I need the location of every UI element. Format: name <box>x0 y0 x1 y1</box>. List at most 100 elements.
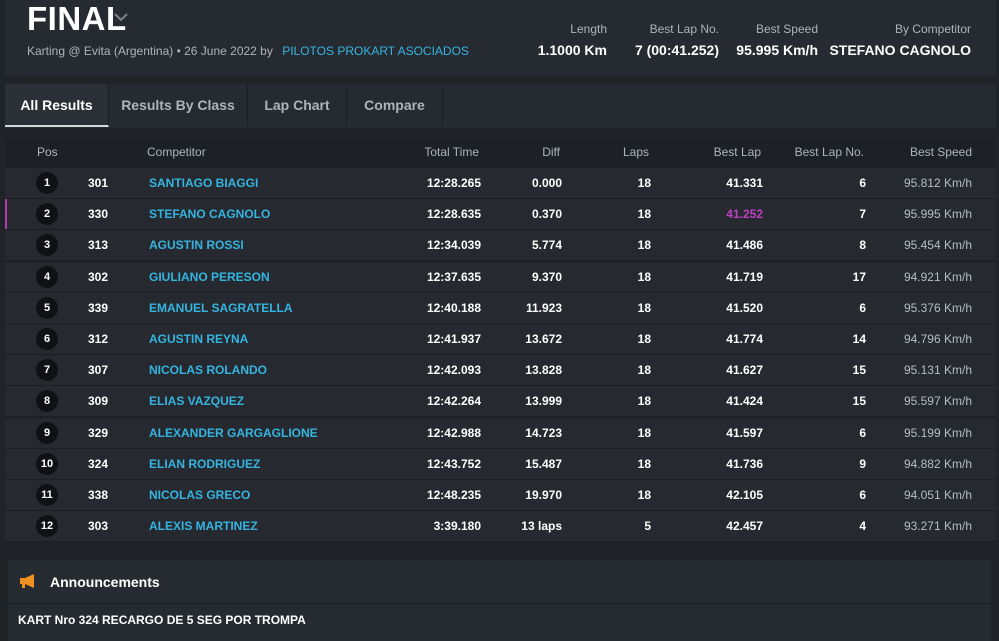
competitor-link[interactable]: ELIAN RODRIGUEZ <box>149 456 261 471</box>
kart-number: 330 <box>88 207 109 222</box>
table-row[interactable]: 6 312 AGUSTIN REYNA 12:41.937 13.672 18 41.774… <box>5 323 996 354</box>
table-row[interactable]: 3 313 AGUSTIN ROSSI 12:34.039 5.774 18 41.486 8… <box>5 229 996 261</box>
best-speed-value: 94.051 Km/h <box>903 488 972 502</box>
chevron-down-icon[interactable] <box>111 7 131 27</box>
stat-best-speed: Best Speed 95.995 Km/h <box>736 22 818 58</box>
best-lap-no-value: 6 <box>859 300 866 315</box>
stat-value: 7 (00:41.252) <box>634 42 719 58</box>
diff-value: 15.487 <box>525 456 562 471</box>
best-lap-value: 42.105 <box>726 488 763 502</box>
laps-value: 18 <box>637 300 651 315</box>
tab-all-results[interactable]: All Results <box>5 84 109 127</box>
diff-value: 0.000 <box>531 176 562 190</box>
best-speed-value: 94.882 Km/h <box>903 456 972 471</box>
best-lap-value: 42.457 <box>726 519 763 534</box>
table-row[interactable]: 8 309 ELIAS VAZQUEZ 12:42.264 13.999 18 41.424… <box>5 385 996 417</box>
total-time: 12:42.093 <box>426 363 481 378</box>
best-speed-value: 95.199 Km/h <box>903 425 972 440</box>
total-time: 12:42.988 <box>426 425 481 440</box>
col-best-lap-no: Best Lap No. <box>794 145 864 159</box>
tab-lap-chart[interactable]: Lap Chart <box>248 84 347 127</box>
kart-number: 301 <box>88 176 109 190</box>
kart-number: 329 <box>88 425 109 440</box>
best-lap-no-value: 9 <box>859 456 866 471</box>
stat-value: STEFANO CAGNOLO <box>829 42 971 58</box>
best-lap-no-value: 6 <box>859 425 866 440</box>
competitor-link[interactable]: EMANUEL SAGRATELLA <box>149 300 293 315</box>
diff-value: 9.370 <box>531 269 562 284</box>
kart-number: 338 <box>88 488 109 502</box>
position-badge: 5 <box>36 296 58 319</box>
competitor-link[interactable]: ELIAS VAZQUEZ <box>149 394 245 409</box>
laps-value: 5 <box>644 519 651 534</box>
laps-value: 18 <box>637 332 651 346</box>
table-row[interactable]: 5 339 EMANUEL SAGRATELLA 12:40.188 11.923 18 4… <box>5 291 996 323</box>
best-lap-value: 41.520 <box>726 300 763 315</box>
organizer-link[interactable]: PILOTOS PROKART ASOCIADOS <box>282 44 469 58</box>
laps-value: 18 <box>637 207 651 222</box>
position-badge: 11 <box>36 484 58 506</box>
best-lap-value: 41.627 <box>726 363 763 378</box>
announcements-title: Announcements <box>50 574 160 590</box>
table-row[interactable]: 11 338 NICOLAS GRECO 12:48.235 19.970 18 42.10… <box>5 479 996 510</box>
competitor-link[interactable]: NICOLAS ROLANDO <box>149 363 267 378</box>
best-speed-value: 95.131 Km/h <box>903 363 972 378</box>
best-speed-value: 95.995 Km/h <box>903 207 972 222</box>
competitor-link[interactable]: ALEXANDER GARGAGLIONE <box>149 425 318 440</box>
table-row[interactable]: 10 324 ELIAN RODRIGUEZ 12:43.752 15.487 18 41.… <box>5 447 996 479</box>
competitor-link[interactable]: GIULIANO PERESON <box>149 269 270 284</box>
megaphone-icon <box>20 574 34 588</box>
competitor-link[interactable]: SANTIAGO BIAGGI <box>149 176 259 190</box>
position-badge: 6 <box>36 328 58 350</box>
diff-value: 13.672 <box>525 332 562 346</box>
table-row[interactable]: 9 329 ALEXANDER GARGAGLIONE 12:42.988 14.723… <box>5 416 996 448</box>
diff-value: 11.923 <box>525 300 562 315</box>
laps-value: 18 <box>637 238 651 253</box>
table-row[interactable]: 12 303 ALEXIS MARTINEZ 3:39.180 13 laps 5 42.4… <box>5 510 996 542</box>
page-title: FINAL <box>27 0 127 37</box>
kart-number: 312 <box>88 332 109 346</box>
best-lap-no-value: 4 <box>859 519 866 534</box>
best-speed-value: 94.796 Km/h <box>903 332 972 346</box>
competitor-link[interactable]: ALEXIS MARTINEZ <box>149 519 258 534</box>
stat-value: 95.995 Km/h <box>736 42 818 58</box>
competitor-link[interactable]: NICOLAS GRECO <box>149 488 251 502</box>
table-row[interactable]: 7 307 NICOLAS ROLANDO 12:42.093 13.828 18 41.6… <box>5 354 996 386</box>
best-lap-no-value: 15 <box>852 394 866 409</box>
event-details: Karting @ Evita (Argentina) • 26 June 20… <box>27 44 273 58</box>
laps-value: 18 <box>637 456 651 471</box>
col-laps: Laps <box>622 145 649 159</box>
laps-value: 18 <box>637 425 651 440</box>
laps-value: 18 <box>637 269 651 284</box>
race-header: FINAL Karting @ Evita (Argentina) • 26 J… <box>5 0 996 76</box>
table-row[interactable]: 2 330 STEFANO CAGNOLO 12:28.635 0.370 18 41.25… <box>5 198 996 230</box>
tab-results-by-class[interactable]: Results By Class <box>109 84 248 127</box>
competitor-link[interactable]: AGUSTIN ROSSI <box>149 238 244 253</box>
stat-label: Length <box>570 22 607 36</box>
kart-number: 324 <box>88 456 109 471</box>
laps-value: 18 <box>637 363 651 378</box>
kart-number: 309 <box>88 394 109 409</box>
table-row[interactable]: 1 301 SANTIAGO BIAGGI 12:28.265 0.000 18 41.33… <box>5 167 996 198</box>
laps-value: 18 <box>637 488 651 502</box>
kart-number: 339 <box>88 300 109 315</box>
competitor-link[interactable]: AGUSTIN REYNA <box>149 332 249 346</box>
best-lap-value: 41.736 <box>726 456 763 471</box>
event-subtitle: Karting @ Evita (Argentina) • 26 June 20… <box>27 44 469 58</box>
competitor-link[interactable]: STEFANO CAGNOLO <box>149 207 271 222</box>
announcements-header: Announcements <box>8 560 991 604</box>
best-lap-no-value: 14 <box>852 332 866 346</box>
total-time: 12:41.937 <box>426 332 481 346</box>
best-lap-value: 41.719 <box>726 269 763 284</box>
diff-value: 19.970 <box>525 488 562 502</box>
best-speed-value: 95.454 Km/h <box>903 238 972 253</box>
position-badge: 9 <box>36 421 58 444</box>
stat-label: By Competitor <box>894 22 971 36</box>
stat-value: 1.1000 Km <box>537 42 607 58</box>
stat-label: Best Lap No. <box>649 22 719 36</box>
tab-compare[interactable]: Compare <box>347 84 443 127</box>
col-best-speed: Best Speed <box>909 145 972 159</box>
diff-value: 13.828 <box>525 363 562 378</box>
table-row[interactable]: 4 302 GIULIANO PERESON 12:37.635 9.370 18 41.7… <box>5 260 996 292</box>
best-lap-no-value: 6 <box>859 488 866 502</box>
